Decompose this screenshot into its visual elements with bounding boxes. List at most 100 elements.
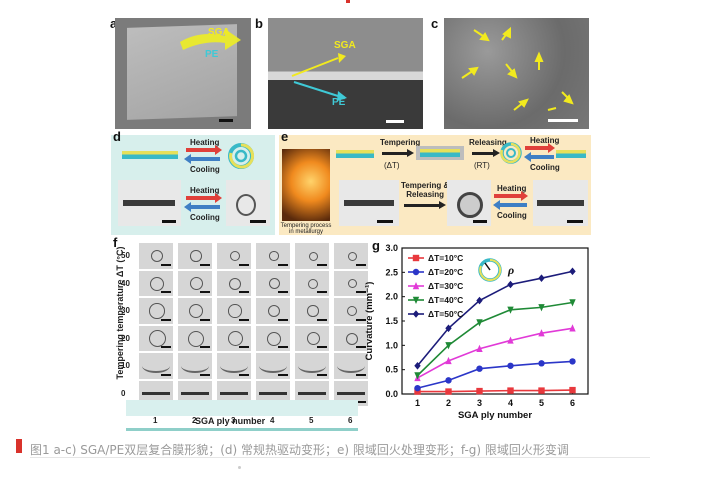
- cooling-arrow-icon: [524, 152, 554, 162]
- sample-shape: [347, 251, 357, 261]
- col-tick-label: 3: [231, 416, 236, 425]
- bilayer-strip: [122, 151, 178, 159]
- scale-bar: [239, 318, 249, 321]
- series-line: [417, 389, 573, 393]
- radius-line: [484, 262, 491, 271]
- legend-marker: [412, 282, 420, 290]
- sample-shape: [227, 331, 243, 346]
- panel-a-pe-label: PE: [205, 49, 219, 60]
- data-point: [538, 387, 545, 394]
- sample-cell: [139, 298, 173, 324]
- panel-b-pe-label: PE: [332, 97, 346, 108]
- legend-entry: ΔT=40°C: [428, 295, 463, 305]
- cooling-arrow-icon: [184, 202, 220, 212]
- scale-bar: [200, 346, 210, 348]
- scale-bar: [473, 220, 487, 223]
- legend-marker: [412, 296, 420, 304]
- data-point: [445, 388, 452, 395]
- confined-strip: [416, 146, 464, 160]
- pe-pointer-icon: [293, 81, 347, 101]
- sample-shape: [228, 304, 242, 318]
- scale-bar: [278, 318, 288, 321]
- series-line: [417, 327, 573, 379]
- sample-cell: [217, 243, 251, 269]
- sample-shape: [267, 331, 281, 346]
- sample-shape: [346, 305, 358, 317]
- data-point: [538, 360, 545, 367]
- data-point: [414, 388, 421, 395]
- scale-bar: [250, 220, 266, 223]
- sample-shape: [347, 279, 357, 288]
- sample-cell: [178, 270, 212, 296]
- figure-caption: 图1 a-c) SGA/PE双层复合膜形貌；(d) 常规热驱动变形；e) 限域回…: [30, 443, 569, 457]
- sample-shape: [259, 391, 287, 395]
- caption-divider: [30, 457, 650, 458]
- scale-bar: [239, 346, 249, 348]
- col-tick-label: 2: [192, 416, 197, 425]
- sample-shape: [308, 251, 318, 261]
- col-tick-label: 4: [270, 416, 275, 425]
- panel-g-label: g: [372, 238, 380, 253]
- y-tick-label: 1.5: [385, 316, 398, 326]
- sample-shape: [220, 391, 248, 395]
- top-mark: [346, 0, 350, 3]
- sample-cell: [334, 353, 368, 379]
- col-tick-label: 6: [348, 416, 353, 425]
- data-point: [538, 274, 545, 282]
- metallurgy-caption: Tempering process in metallurgy: [280, 223, 332, 235]
- panel-e-label: e: [281, 129, 289, 144]
- sample-shape: [346, 332, 358, 345]
- sample-cell: [139, 243, 173, 269]
- heating-arrow-icon: [494, 191, 528, 201]
- sample-shape: [269, 251, 279, 261]
- cooling-arrow-icon: [184, 154, 220, 164]
- scale-bar: [200, 373, 210, 376]
- metallurgy-photo: [282, 149, 330, 221]
- sample-cell: [178, 325, 212, 351]
- scale-bar: [386, 120, 404, 123]
- heating-label: Heating: [530, 136, 560, 145]
- sample-cell: [334, 298, 368, 324]
- tempering-releasing-label: Tempering & Releasing: [401, 181, 449, 199]
- data-point: [507, 280, 514, 289]
- sample-cell: [139, 353, 173, 379]
- releasing-arrow-icon: [472, 149, 500, 157]
- delta-t-label: (ΔT): [384, 161, 400, 170]
- panel-b-image: SGA PE: [268, 18, 423, 129]
- scale-bar: [239, 291, 249, 293]
- scale-bar: [356, 318, 366, 321]
- scale-bar: [356, 373, 366, 376]
- curvature-chart: 0.0 0.5 1.0 1.5 2.0 2.5 3.0 1 2 3 4 5 6 SGA ply numbe…: [364, 243, 589, 421]
- sample-cell: [256, 353, 290, 379]
- data-point: [507, 387, 514, 394]
- scale-bar: [278, 373, 288, 376]
- row-tick-label: 50: [121, 251, 130, 260]
- curled-sample: [236, 194, 256, 216]
- scale-bar: [200, 291, 210, 293]
- panel-a-image: SGA PE: [115, 18, 251, 129]
- scale-bar: [200, 263, 210, 266]
- curled-film-icon: [500, 142, 522, 164]
- data-point: [569, 386, 576, 394]
- row-tick-label: 40: [121, 278, 130, 288]
- panel-b-sga-label: SGA: [334, 40, 356, 51]
- sample-shape: [267, 304, 281, 318]
- cooling-label: Cooling: [530, 163, 560, 172]
- rt-label: (RT): [474, 161, 490, 170]
- curled-sample-photo: [226, 180, 270, 226]
- scale-bar: [162, 220, 176, 223]
- x-axis-label: SGA ply number: [458, 410, 532, 421]
- sample-cell: [295, 270, 329, 296]
- sample-cell: [334, 325, 368, 351]
- cooling-arrow-icon: [493, 200, 527, 210]
- heating-label: Heating: [190, 138, 220, 147]
- heating-arrow-icon: [186, 145, 222, 155]
- scale-bar: [317, 263, 327, 266]
- sample-cell: [178, 243, 212, 269]
- x-tick-label: 2: [446, 398, 451, 408]
- scale-bar: [239, 263, 249, 266]
- x-tick-label: 4: [508, 398, 513, 408]
- heating-label-2: Heating: [190, 186, 220, 195]
- scale-bar: [219, 119, 233, 122]
- data-point: [476, 344, 483, 352]
